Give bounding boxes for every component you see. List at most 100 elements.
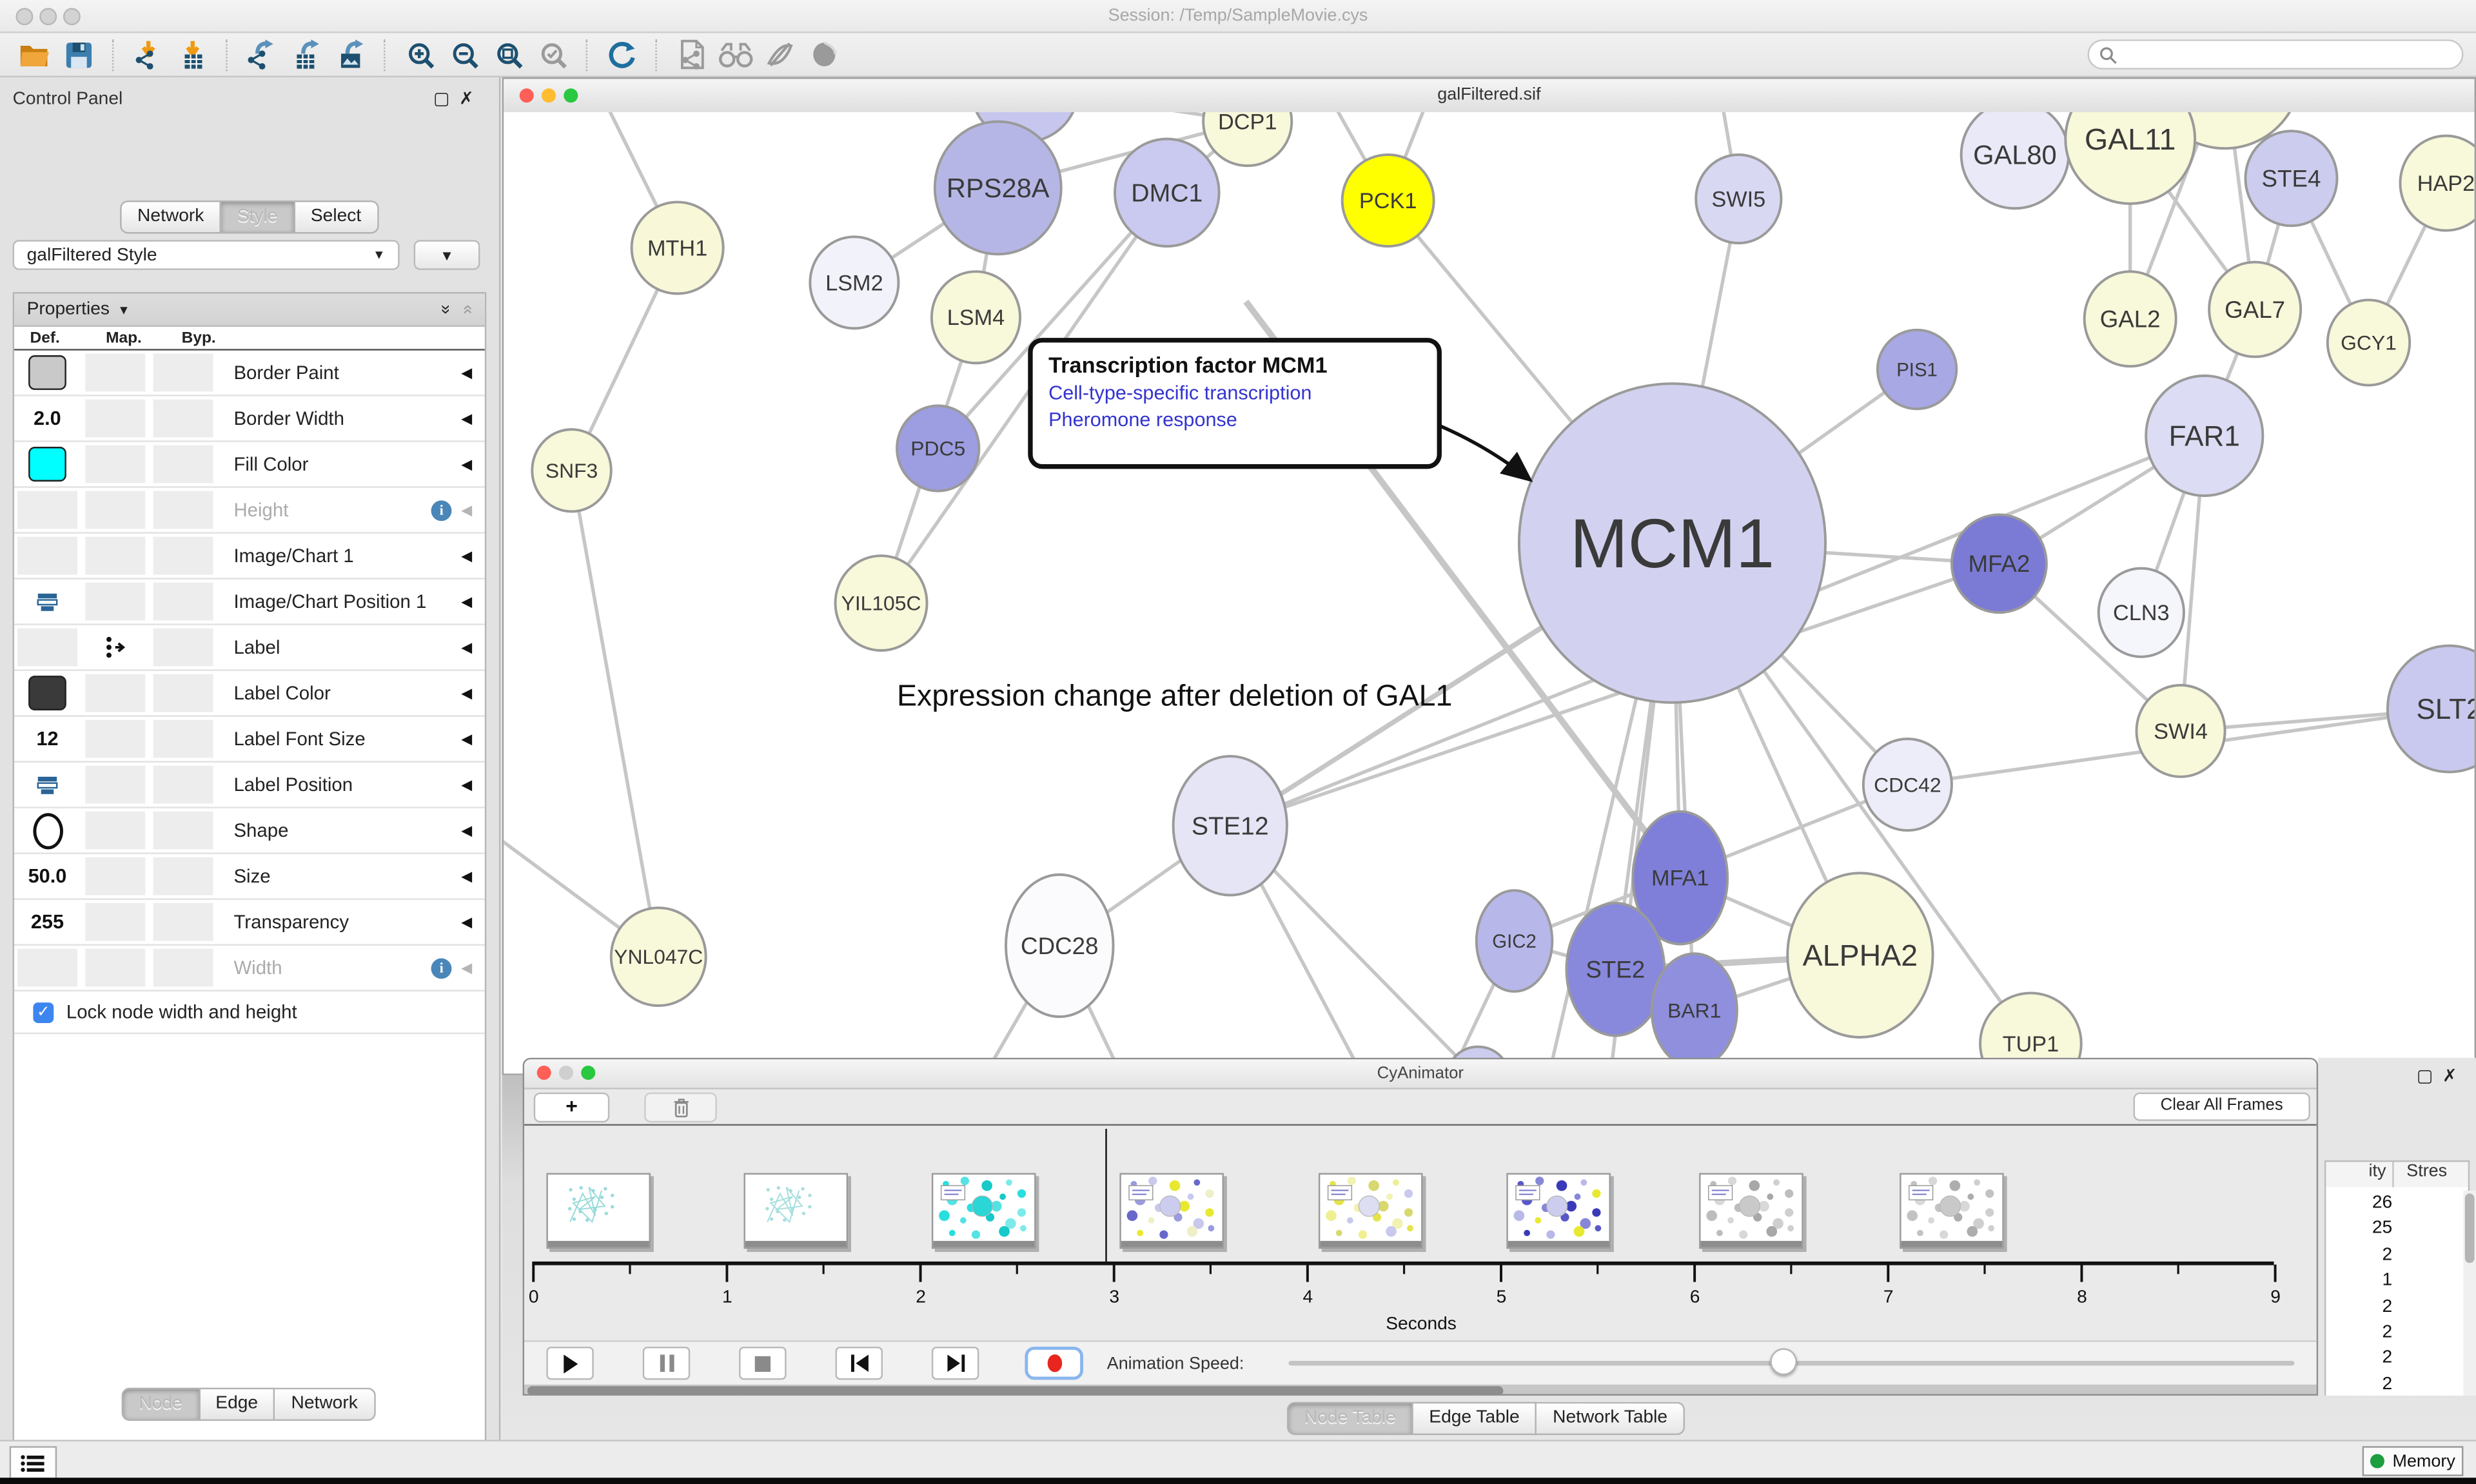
node-rps28a[interactable]: RPS28A (933, 120, 1063, 256)
property-row-border-paint[interactable]: Border Paint ◀ (14, 351, 485, 396)
search-input[interactable] (2087, 39, 2464, 70)
node-pck1[interactable]: PCK1 (1341, 153, 1435, 248)
timeline-frame-3[interactable] (931, 1173, 1036, 1249)
network-close-icon[interactable] (519, 88, 534, 103)
panel-float-icon[interactable]: ▢ (433, 90, 460, 109)
table-float-icon[interactable]: ▢ (2416, 1067, 2443, 1086)
previous-frame-button[interactable] (835, 1346, 883, 1380)
expand-row-icon[interactable]: ◀ (461, 959, 473, 975)
pause-button[interactable] (642, 1346, 691, 1380)
annotation-link-1[interactable]: Cell-type-specific transcription (1048, 382, 1312, 404)
table-cell-value[interactable]: 2 (2382, 1297, 2393, 1316)
table-cell-value[interactable]: 2 (2382, 1374, 2393, 1394)
browser-tab-edge[interactable]: Edge (199, 1387, 276, 1421)
next-frame-button[interactable] (931, 1346, 979, 1380)
table-scrollbar[interactable] (2463, 1190, 2476, 1396)
table-close-icon[interactable]: ✗ (2442, 1067, 2467, 1086)
node-cln3[interactable]: CLN3 (2097, 567, 2185, 658)
zoom-fit-button[interactable] (488, 35, 529, 73)
node-ynl047c[interactable]: YNL047C (609, 906, 707, 1007)
play-button[interactable] (546, 1346, 594, 1380)
cyanimator-titlebar[interactable]: CyAnimator (524, 1059, 2317, 1089)
export-image-button[interactable] (330, 35, 371, 73)
node-pdc5[interactable]: PDC5 (896, 404, 981, 493)
style-select[interactable]: galFiltered Style ▼ (12, 240, 400, 270)
node-gal2[interactable]: GAL2 (2083, 270, 2177, 368)
collapse-all-icon[interactable]: » (458, 304, 477, 315)
timeline-frame-4[interactable] (1119, 1173, 1224, 1249)
network-zoom-icon[interactable] (564, 88, 578, 103)
table-cell-value[interactable]: 25 (2372, 1219, 2393, 1238)
node-gic2[interactable]: GIC2 (1475, 889, 1554, 993)
property-row-width[interactable]: Width i ◀ (14, 946, 485, 991)
network-canvas[interactable]: RPS28A DMC1 DCP1 PCK1 MTH1 LSM2 LSM4 SNF3 PDC5 YI… (504, 112, 2475, 1074)
expand-row-icon[interactable]: ◀ (461, 547, 473, 563)
animation-speed-knob[interactable] (1770, 1348, 1797, 1376)
expand-row-icon[interactable]: ◀ (461, 776, 473, 792)
property-row-label-color[interactable]: Label Color ◀ (14, 671, 485, 717)
property-row-shape[interactable]: Shape ◀ (14, 808, 485, 854)
timeline-scrollbar[interactable] (524, 1384, 2317, 1394)
timeline-frame-7[interactable] (1699, 1173, 1803, 1249)
open-session-button[interactable] (14, 35, 55, 73)
node-lsm4[interactable]: LSM4 (930, 270, 1022, 365)
memory-button[interactable]: Memory (2362, 1446, 2464, 1476)
expand-row-icon[interactable]: ◀ (461, 730, 473, 747)
table-tab-edge-table[interactable]: Edge Table (1413, 1401, 1537, 1436)
timeline-frame-1[interactable] (546, 1173, 651, 1249)
show-all-button[interactable] (804, 35, 845, 73)
property-row-image-chart-1[interactable]: Image/Chart 1 ◀ (14, 534, 485, 580)
node-mth1[interactable]: MTH1 (630, 200, 725, 295)
import-table-button[interactable] (172, 35, 213, 73)
expand-row-icon[interactable]: ◀ (461, 592, 473, 609)
node-tup1[interactable]: TUP1 (1979, 991, 2083, 1074)
panel-close-icon[interactable]: ✗ (459, 90, 484, 109)
tab-style[interactable]: Style (221, 200, 295, 234)
window-minimize-icon[interactable] (39, 8, 57, 26)
browser-tab-network[interactable]: Network (275, 1387, 375, 1421)
zoom-out-button[interactable] (444, 35, 485, 73)
save-session-button[interactable] (59, 35, 100, 73)
export-network-button[interactable] (242, 35, 283, 73)
expand-row-icon[interactable]: ◀ (461, 821, 473, 838)
expand-row-icon[interactable]: ◀ (461, 409, 473, 425)
delete-frame-button[interactable] (644, 1092, 717, 1123)
node-ste2[interactable]: STE2 (1565, 901, 1666, 1037)
node-slt2[interactable]: SLT2 (2386, 644, 2475, 774)
cyanimator-zoom-icon[interactable] (581, 1066, 596, 1080)
node-gal7[interactable]: GAL7 (2208, 260, 2303, 358)
property-row-transparency[interactable]: 255 Transparency ◀ (14, 900, 485, 946)
browser-tab-node[interactable]: Node (121, 1387, 200, 1421)
network-window-titlebar[interactable]: galFiltered.sif (504, 79, 2475, 114)
node-swi4[interactable]: SWI4 (2135, 683, 2226, 778)
property-row-height[interactable]: Height i ◀ (14, 488, 485, 534)
cyanimator-minimize-icon[interactable] (558, 1066, 573, 1080)
node-gcy1[interactable]: GCY1 (2326, 298, 2412, 387)
network-file-button[interactable] (671, 35, 712, 73)
network-minimize-icon[interactable] (542, 88, 556, 103)
apply-layout-button[interactable] (602, 35, 643, 73)
playhead[interactable] (1105, 1129, 1107, 1264)
zoom-selected-button[interactable] (532, 35, 573, 73)
table-tab-node-table[interactable]: Node Table (1286, 1401, 1413, 1436)
cyanimator-close-icon[interactable] (536, 1066, 551, 1080)
properties-header[interactable]: Properties ▼ » » (14, 293, 485, 327)
stop-button[interactable] (739, 1346, 787, 1380)
table-cell-value[interactable]: 26 (2372, 1193, 2393, 1213)
clear-all-frames-button[interactable]: Clear All Frames (2133, 1092, 2310, 1121)
table-cell-value[interactable]: 2 (2382, 1349, 2393, 1368)
info-icon[interactable]: i (431, 500, 452, 520)
expand-row-icon[interactable]: ◀ (461, 501, 473, 518)
property-row-fill-color[interactable]: Fill Color ◀ (14, 442, 485, 488)
info-icon[interactable]: i (431, 957, 452, 979)
expand-row-icon[interactable]: ◀ (461, 684, 473, 701)
node-cdc28[interactable]: CDC28 (1005, 873, 1115, 1019)
node-mfa2[interactable]: MFA2 (1950, 513, 2048, 614)
node-alpha2[interactable]: ALPHA2 (1786, 872, 1934, 1039)
record-button[interactable] (1025, 1346, 1083, 1380)
style-options-button[interactable]: ▼ (413, 240, 480, 270)
node-ste12[interactable]: STE12 (1172, 755, 1288, 897)
node-dcp1[interactable]: DCP1 (1202, 112, 1293, 168)
add-frame-button[interactable]: + (533, 1092, 610, 1123)
property-row-border-width[interactable]: 2.0 Border Width ◀ (14, 396, 485, 442)
